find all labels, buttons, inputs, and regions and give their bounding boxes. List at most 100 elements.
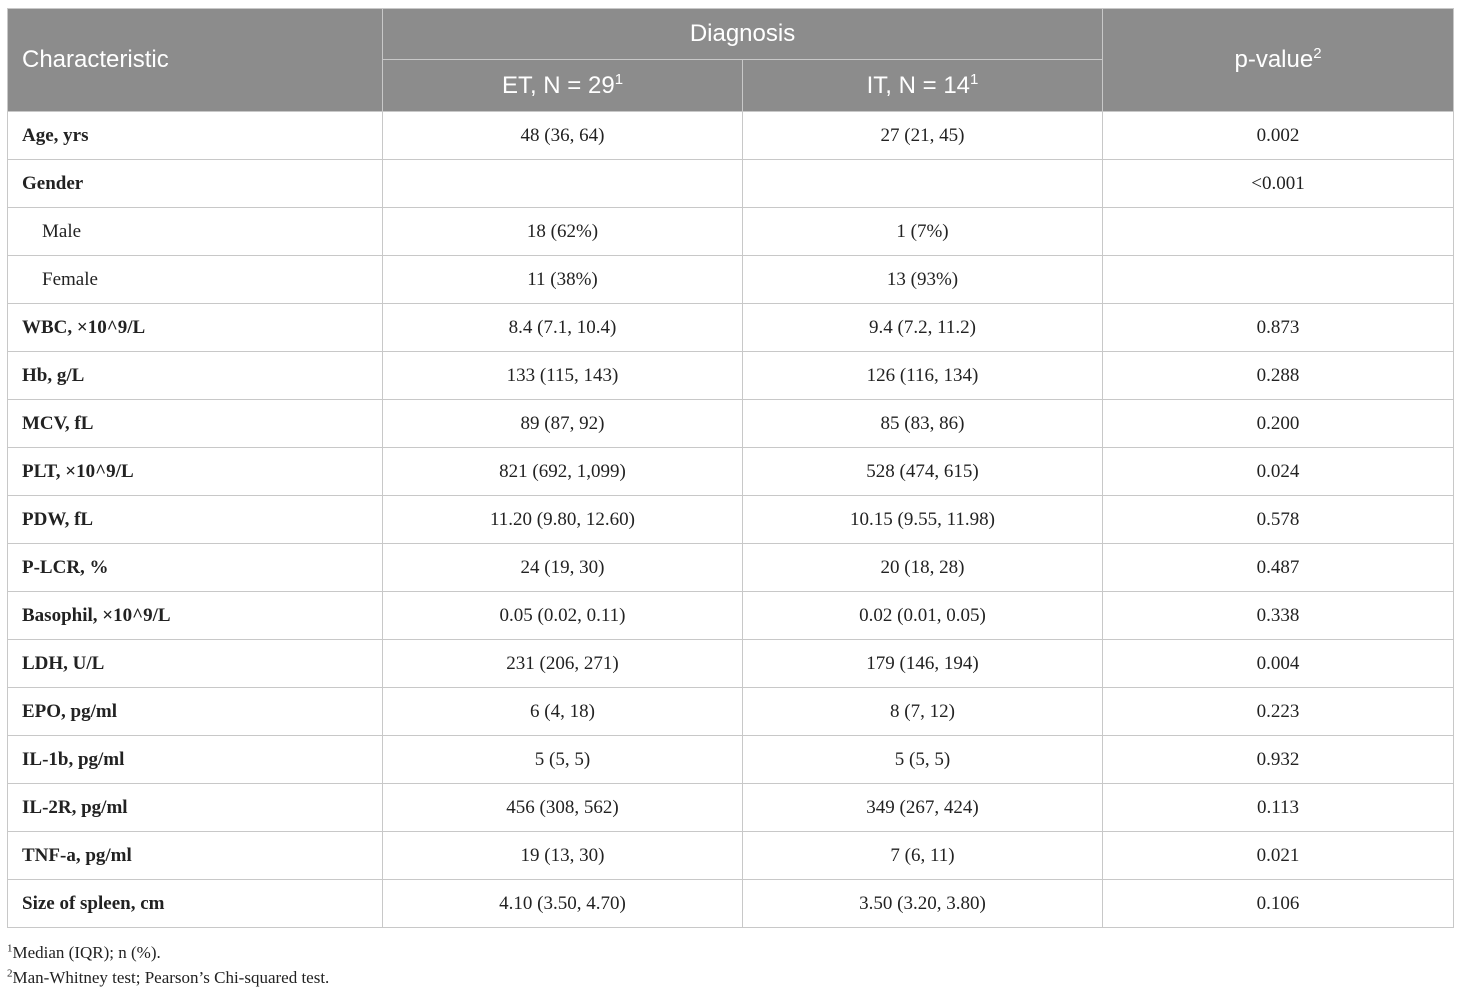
- cell-et: 5 (5, 5): [382, 735, 743, 784]
- cell-pvalue: 0.106: [1102, 879, 1455, 928]
- row-label: Hb, g/L: [7, 351, 383, 400]
- cell-et: 19 (13, 30): [382, 831, 743, 880]
- table-row: MCV, fL 89 (87, 92) 85 (83, 86) 0.200: [7, 399, 1455, 448]
- cell-et: 8.4 (7.1, 10.4): [382, 303, 743, 352]
- row-label: EPO, pg/ml: [7, 687, 383, 736]
- footnote: 1Median (IQR); n (%).: [7, 940, 329, 965]
- row-label: Size of spleen, cm: [7, 879, 383, 928]
- cell-et: 24 (19, 30): [382, 543, 743, 592]
- cell-it: 179 (146, 194): [741, 639, 1104, 688]
- footnotes: 1Median (IQR); n (%). 2Man-Whitney test;…: [7, 940, 329, 990]
- header-et-footnote-mark: 1: [614, 70, 624, 88]
- cell-pvalue: 0.002: [1102, 111, 1455, 160]
- cell-it: 126 (116, 134): [741, 351, 1104, 400]
- header-pvalue-text: p-value: [1234, 46, 1314, 73]
- table-row: PLT, ×10^9/L 821 (692, 1,099) 528 (474, 61…: [7, 447, 1455, 496]
- header-it: IT, N = 141: [741, 59, 1104, 112]
- row-label: WBC, ×10^9/L: [7, 303, 383, 352]
- table-row: Basophil, ×10^9/L 0.05 (0.02, 0.11) 0.02 (…: [7, 591, 1455, 640]
- header-et: ET, N = 291: [382, 59, 743, 112]
- table-row: Male 18 (62%) 1 (7%): [7, 207, 1455, 256]
- header-diagnosis: Diagnosis: [381, 8, 1104, 60]
- cell-pvalue: <0.001: [1102, 159, 1455, 208]
- cell-it: 85 (83, 86): [741, 399, 1104, 448]
- header-it-footnote-mark: 1: [970, 70, 979, 88]
- table-row: PDW, fL 11.20 (9.80, 12.60) 10.15 (9.55, 1…: [7, 495, 1455, 544]
- cell-it: 349 (267, 424): [741, 783, 1104, 832]
- row-label: PDW, fL: [7, 495, 383, 544]
- row-label: TNF-a, pg/ml: [7, 831, 383, 880]
- table-row: P-LCR, % 24 (19, 30) 20 (18, 28) 0.487: [7, 543, 1455, 592]
- cell-pvalue: 0.578: [1102, 495, 1455, 544]
- cell-et: 18 (62%): [382, 207, 743, 256]
- cell-pvalue: [1102, 207, 1455, 256]
- cell-it: 3.50 (3.20, 3.80): [741, 879, 1104, 928]
- cell-it: 5 (5, 5): [741, 735, 1104, 784]
- header-row-bottom: ET, N = 291 IT, N = 141: [8, 59, 1454, 112]
- cell-it: 1 (7%): [741, 207, 1104, 256]
- cell-et: 4.10 (3.50, 4.70): [382, 879, 743, 928]
- row-label: P-LCR, %: [7, 543, 383, 592]
- table-row: IL-2R, pg/ml 456 (308, 562) 349 (267, 424)…: [7, 783, 1455, 832]
- cell-pvalue: 0.024: [1102, 447, 1455, 496]
- cell-et: 89 (87, 92): [382, 399, 743, 448]
- header-et-text: ET, N = 29: [501, 71, 615, 99]
- header-characteristic: Characteristic: [7, 8, 383, 112]
- table-row: IL-1b, pg/ml 5 (5, 5) 5 (5, 5) 0.932: [7, 735, 1455, 784]
- row-label: Gender: [7, 159, 383, 208]
- characteristics-table: Characteristic Diagnosis p-value2 ET, N …: [7, 8, 1455, 928]
- cell-pvalue: 0.338: [1102, 591, 1455, 640]
- cell-et: 456 (308, 562): [382, 783, 743, 832]
- cell-et: 6 (4, 18): [382, 687, 743, 736]
- row-label: IL-1b, pg/ml: [7, 735, 383, 784]
- cell-pvalue: 0.223: [1102, 687, 1455, 736]
- characteristics-table-container: Characteristic Diagnosis p-value2 ET, N …: [7, 8, 1455, 928]
- cell-pvalue: 0.873: [1102, 303, 1455, 352]
- cell-it: 13 (93%): [741, 255, 1104, 304]
- table-row: EPO, pg/ml 6 (4, 18) 8 (7, 12) 0.223: [7, 687, 1455, 736]
- cell-it: 0.02 (0.01, 0.05): [741, 591, 1104, 640]
- header-it-text: IT, N = 14: [866, 71, 971, 99]
- cell-et: 821 (692, 1,099): [382, 447, 743, 496]
- header-pvalue-footnote-mark: 2: [1313, 45, 1322, 62]
- cell-it: 9.4 (7.2, 11.2): [741, 303, 1104, 352]
- table-row: Hb, g/L 133 (115, 143) 126 (116, 134) 0.288: [7, 351, 1455, 400]
- row-label: LDH, U/L: [7, 639, 383, 688]
- table-header: Characteristic Diagnosis p-value2 ET, N …: [7, 8, 1455, 112]
- row-label: PLT, ×10^9/L: [7, 447, 383, 496]
- table-body: Age, yrs 48 (36, 64) 27 (21, 45) 0.002 Gend…: [7, 111, 1455, 928]
- row-label: MCV, fL: [7, 399, 383, 448]
- row-label: IL-2R, pg/ml: [7, 783, 383, 832]
- table-row: Gender <0.001: [7, 159, 1455, 208]
- cell-pvalue: 0.932: [1102, 735, 1455, 784]
- cell-pvalue: 0.200: [1102, 399, 1455, 448]
- footnote: 2Man-Whitney test; Pearson’s Chi-squared…: [7, 965, 329, 990]
- row-label: Male: [7, 207, 383, 256]
- table-row: Size of spleen, cm 4.10 (3.50, 4.70) 3.50 …: [7, 879, 1455, 928]
- footnote-mark: 2: [7, 967, 13, 980]
- cell-it: [741, 159, 1104, 208]
- cell-it: 8 (7, 12): [741, 687, 1104, 736]
- cell-et: [382, 159, 743, 208]
- table-row: Female 11 (38%) 13 (93%): [7, 255, 1455, 304]
- cell-pvalue: 0.021: [1102, 831, 1455, 880]
- row-label: Female: [7, 255, 383, 304]
- cell-et: 231 (206, 271): [382, 639, 743, 688]
- row-label: Age, yrs: [7, 111, 383, 160]
- cell-pvalue: [1102, 255, 1455, 304]
- table-row: Age, yrs 48 (36, 64) 27 (21, 45) 0.002: [7, 111, 1455, 160]
- cell-et: 133 (115, 143): [382, 351, 743, 400]
- cell-it: 27 (21, 45): [741, 111, 1104, 160]
- table-row: LDH, U/L 231 (206, 271) 179 (146, 194) 0.00…: [7, 639, 1455, 688]
- cell-et: 11.20 (9.80, 12.60): [382, 495, 743, 544]
- table-row: TNF-a, pg/ml 19 (13, 30) 7 (6, 11) 0.021: [7, 831, 1455, 880]
- cell-it: 7 (6, 11): [741, 831, 1104, 880]
- table-row: WBC, ×10^9/L 8.4 (7.1, 10.4) 9.4 (7.2, 11.…: [7, 303, 1455, 352]
- header-pvalue: p-value2: [1102, 8, 1455, 112]
- footnote-text: Man-Whitney test; Pearson’s Chi-squared …: [12, 968, 330, 987]
- cell-it: 10.15 (9.55, 11.98): [741, 495, 1104, 544]
- cell-et: 11 (38%): [382, 255, 743, 304]
- cell-it: 20 (18, 28): [741, 543, 1104, 592]
- row-label: Basophil, ×10^9/L: [7, 591, 383, 640]
- cell-it: 528 (474, 615): [741, 447, 1104, 496]
